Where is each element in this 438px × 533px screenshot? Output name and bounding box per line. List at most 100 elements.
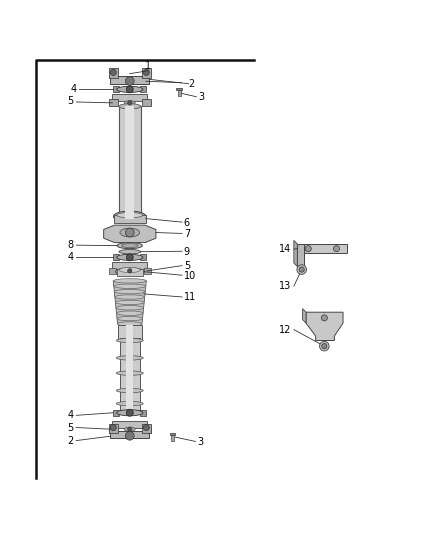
Text: 3: 3 bbox=[197, 437, 203, 447]
Bar bbox=[109, 424, 117, 433]
Text: 2: 2 bbox=[188, 79, 195, 88]
Polygon shape bbox=[303, 309, 306, 323]
Bar bbox=[144, 268, 151, 274]
Bar bbox=[170, 433, 175, 435]
Circle shape bbox=[110, 69, 116, 76]
Text: 4: 4 bbox=[67, 410, 74, 421]
Ellipse shape bbox=[117, 213, 143, 218]
Ellipse shape bbox=[113, 279, 146, 283]
Circle shape bbox=[333, 246, 339, 252]
Text: 4: 4 bbox=[70, 84, 76, 94]
Bar bbox=[171, 434, 174, 441]
Text: 5: 5 bbox=[67, 96, 74, 106]
Bar bbox=[113, 410, 119, 416]
Ellipse shape bbox=[121, 244, 138, 247]
Text: 1: 1 bbox=[145, 61, 152, 71]
Circle shape bbox=[320, 341, 329, 351]
Ellipse shape bbox=[119, 249, 141, 254]
Bar bbox=[144, 426, 151, 433]
Bar bbox=[109, 68, 117, 78]
Ellipse shape bbox=[119, 268, 140, 272]
Bar bbox=[120, 338, 140, 410]
Ellipse shape bbox=[119, 104, 141, 109]
Bar bbox=[119, 107, 141, 219]
Bar bbox=[126, 325, 133, 410]
Ellipse shape bbox=[116, 371, 143, 375]
Bar bbox=[178, 90, 181, 96]
Bar bbox=[117, 325, 142, 341]
Ellipse shape bbox=[117, 311, 143, 316]
Polygon shape bbox=[294, 240, 297, 266]
Bar bbox=[113, 262, 147, 269]
Circle shape bbox=[143, 424, 149, 431]
Text: 14: 14 bbox=[279, 244, 291, 254]
Ellipse shape bbox=[117, 86, 143, 92]
Bar bbox=[142, 68, 151, 78]
Ellipse shape bbox=[117, 322, 142, 326]
Ellipse shape bbox=[113, 211, 146, 222]
Circle shape bbox=[297, 265, 307, 274]
Text: 4: 4 bbox=[67, 252, 74, 262]
Bar bbox=[142, 99, 151, 107]
Circle shape bbox=[305, 246, 311, 252]
Ellipse shape bbox=[119, 216, 141, 221]
Bar bbox=[125, 107, 134, 219]
Circle shape bbox=[143, 69, 149, 76]
Bar bbox=[114, 215, 146, 223]
Circle shape bbox=[125, 228, 134, 237]
Ellipse shape bbox=[124, 101, 135, 105]
Text: 7: 7 bbox=[184, 229, 190, 239]
Text: 9: 9 bbox=[184, 247, 190, 257]
Ellipse shape bbox=[116, 338, 143, 343]
Ellipse shape bbox=[116, 305, 144, 310]
Text: 11: 11 bbox=[184, 293, 196, 302]
Ellipse shape bbox=[116, 401, 143, 406]
Ellipse shape bbox=[116, 389, 143, 393]
Bar bbox=[142, 424, 151, 433]
Bar bbox=[297, 244, 304, 266]
Text: 12: 12 bbox=[279, 325, 291, 335]
Ellipse shape bbox=[117, 410, 143, 416]
Circle shape bbox=[127, 269, 132, 273]
Text: 10: 10 bbox=[184, 271, 196, 281]
Text: 8: 8 bbox=[67, 240, 74, 250]
Text: 6: 6 bbox=[184, 217, 190, 228]
Bar bbox=[109, 426, 116, 433]
Bar bbox=[109, 99, 117, 107]
Circle shape bbox=[125, 431, 134, 440]
Polygon shape bbox=[104, 225, 156, 243]
Ellipse shape bbox=[115, 295, 145, 299]
Polygon shape bbox=[306, 312, 343, 341]
Polygon shape bbox=[113, 281, 146, 324]
Ellipse shape bbox=[117, 317, 142, 321]
Text: 2: 2 bbox=[67, 437, 74, 447]
Ellipse shape bbox=[116, 300, 144, 304]
Bar bbox=[177, 88, 182, 90]
Bar bbox=[140, 410, 146, 416]
Circle shape bbox=[126, 409, 133, 416]
Bar bbox=[113, 254, 119, 261]
Circle shape bbox=[127, 101, 132, 105]
Circle shape bbox=[322, 344, 327, 349]
Bar bbox=[109, 268, 116, 274]
Bar bbox=[140, 86, 146, 92]
Text: 13: 13 bbox=[279, 281, 291, 291]
Bar bbox=[113, 86, 119, 92]
Circle shape bbox=[299, 267, 304, 272]
Ellipse shape bbox=[117, 254, 143, 261]
Text: 5: 5 bbox=[184, 261, 190, 271]
Ellipse shape bbox=[114, 284, 146, 288]
Ellipse shape bbox=[120, 228, 140, 237]
Ellipse shape bbox=[117, 243, 142, 249]
Ellipse shape bbox=[124, 427, 135, 431]
Bar bbox=[113, 421, 147, 427]
Bar bbox=[297, 244, 347, 254]
Bar bbox=[117, 269, 143, 276]
Ellipse shape bbox=[124, 269, 135, 273]
Circle shape bbox=[125, 77, 134, 85]
Circle shape bbox=[127, 427, 132, 431]
Circle shape bbox=[321, 315, 327, 321]
Bar bbox=[113, 94, 147, 101]
Bar bbox=[110, 76, 149, 84]
Circle shape bbox=[110, 424, 116, 431]
